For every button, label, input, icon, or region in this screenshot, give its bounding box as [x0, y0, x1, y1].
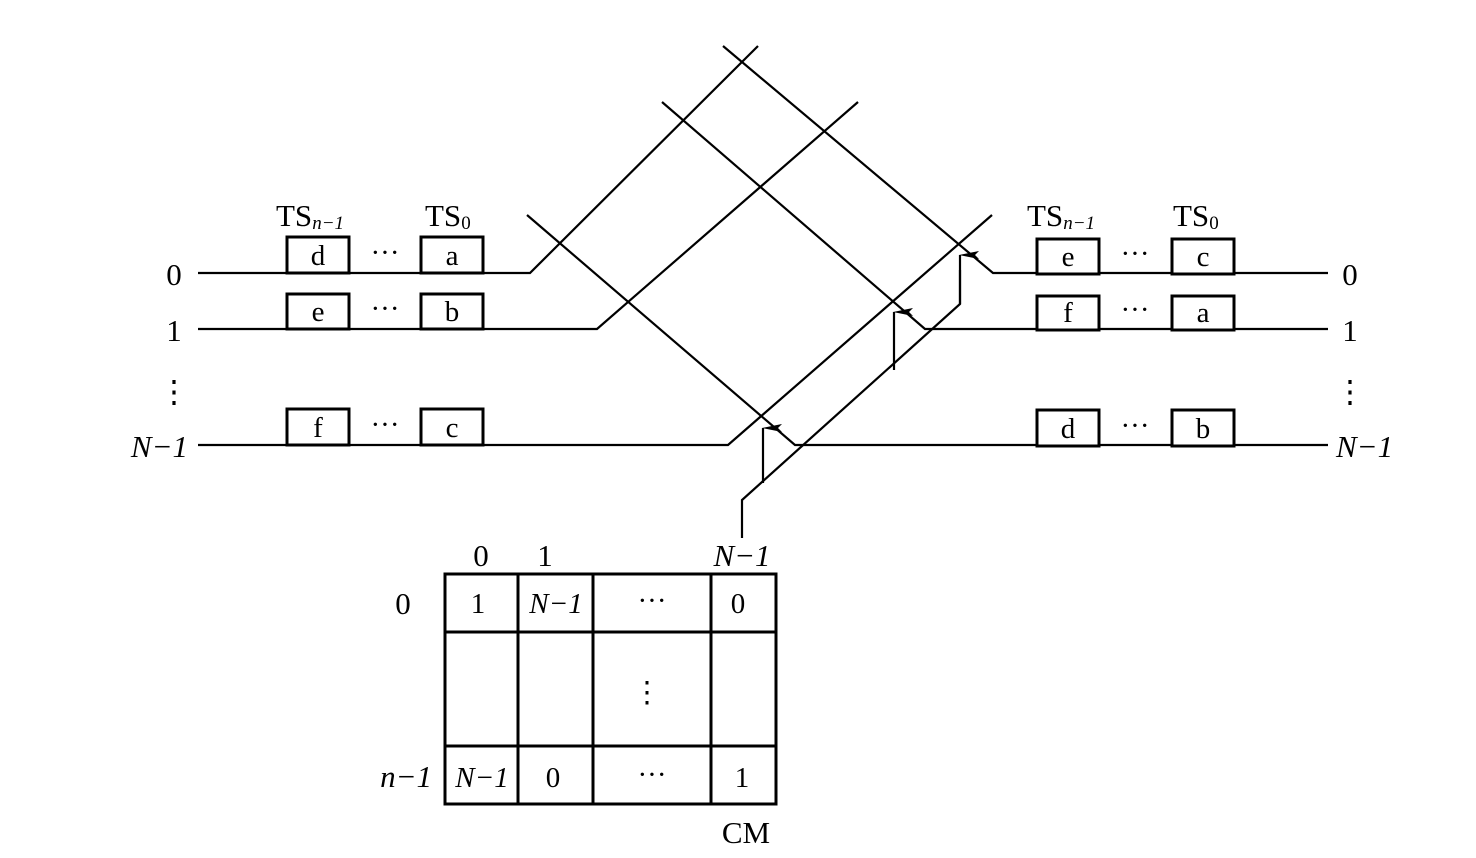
input-row-label-1: 1	[166, 313, 182, 348]
cm-cell-n-1-3: 1	[735, 762, 750, 794]
output-slot-1-0: a	[1197, 297, 1210, 329]
input-vertical-ellipsis: ⋮	[159, 374, 190, 409]
input-dots-0: ···	[371, 237, 400, 269]
input-row-label-0: 0	[166, 257, 182, 292]
input-ts-headers: TSn−1 TS0	[276, 198, 471, 234]
output-slot-n-1-0: b	[1196, 413, 1211, 445]
cm-cell-mid-ellipsis: ⋮	[633, 677, 662, 709]
input-slots: d ··· a e ··· b f ··· c	[285, 235, 485, 447]
cm-row-header-0: 0	[395, 586, 411, 621]
input-row-label-n-1: N−1	[130, 429, 188, 464]
cm-cell-n-1-1: 0	[546, 762, 561, 794]
input-slot-1-0: b	[445, 296, 460, 328]
input-line-n-1	[198, 214, 993, 447]
output-line-n-1	[526, 214, 1328, 447]
input-slot-n-1-0: c	[446, 412, 459, 444]
input-ts-header-n-1: TSn−1	[276, 198, 344, 234]
input-dots-1: ···	[371, 293, 400, 325]
output-row-label-1: 1	[1342, 313, 1358, 348]
output-slot-n-1-n-1: d	[1061, 413, 1076, 445]
output-ts-header-0: TS0	[1173, 198, 1219, 234]
output-dots-1: ···	[1121, 294, 1150, 326]
cm-col-header-n-1: N−1	[712, 538, 770, 573]
output-slots: e ··· c f ··· a d ··· b	[1035, 237, 1236, 448]
input-dots-n-1: ···	[371, 409, 400, 441]
output-row-label-n-1: N−1	[1335, 429, 1393, 464]
cm-col-header-0: 0	[473, 538, 489, 573]
control-memory-table: 0 1 N−1 0 n−1 1 N−1 ··· 0 ⋮ N−1 0 ··· 1 …	[380, 538, 778, 850]
cm-name-label: CM	[722, 815, 770, 850]
input-slot-0-n-1: d	[311, 240, 326, 272]
output-ts-header-n-1: TSn−1	[1027, 198, 1095, 234]
output-ts-headers: TSn−1 TS0	[1027, 198, 1219, 234]
output-line-0	[722, 45, 1328, 275]
cm-cell-0-1: N−1	[528, 588, 582, 620]
input-slot-0-0: a	[446, 240, 459, 272]
input-slot-1-n-1: e	[312, 296, 325, 328]
output-vertical-ellipsis: ⋮	[1335, 374, 1366, 409]
input-row-labels: 0 1 ⋮ N−1	[130, 257, 190, 464]
control-lines	[740, 251, 979, 538]
input-ts-header-0: TS0	[425, 198, 471, 234]
output-dots-0: ···	[1121, 238, 1150, 270]
cm-cell-n-1-2: ···	[638, 759, 667, 791]
output-slot-1-n-1: f	[1063, 297, 1073, 329]
output-row-labels: 0 1 ⋮ N−1	[1335, 257, 1394, 464]
output-dots-n-1: ···	[1121, 410, 1150, 442]
cm-col-header-1: 1	[537, 538, 553, 573]
input-slot-n-1-n-1: f	[313, 412, 323, 444]
cm-cell-0-3: 0	[731, 588, 746, 620]
cm-cell-n-1-0: N−1	[454, 762, 508, 794]
output-slot-0-n-1: e	[1062, 241, 1075, 273]
cm-cell-0-0: 1	[471, 588, 486, 620]
output-row-label-0: 0	[1342, 257, 1358, 292]
cm-row-header-n-1: n−1	[380, 759, 432, 794]
output-slot-0-0: c	[1197, 241, 1210, 273]
cm-cell-0-2: ···	[638, 585, 667, 617]
